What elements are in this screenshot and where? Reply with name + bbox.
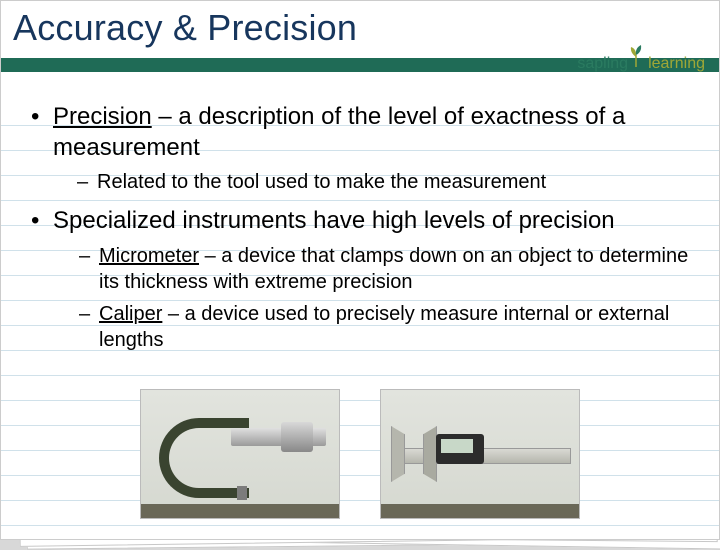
bullet-precision: Precision – a description of the level o… <box>31 101 705 195</box>
image-micrometer <box>140 389 340 519</box>
content-area: Precision – a description of the level o… <box>15 101 705 359</box>
sub-caliper: Caliper – a device used to precisely mea… <box>79 301 705 353</box>
brand-logo: sapling learning <box>577 43 705 73</box>
image-row <box>1 389 719 519</box>
term-caliper: Caliper <box>99 303 162 325</box>
sub-related-tool: Related to the tool used to make the mea… <box>77 169 705 195</box>
logo-word-sapling: sapling <box>577 55 628 73</box>
image-caliper <box>380 389 580 519</box>
image-credit <box>141 504 339 518</box>
term-micrometer: Micrometer <box>99 245 199 267</box>
bullet-specialized: Specialized instruments have high levels… <box>31 205 705 236</box>
term-precision: Precision <box>53 103 152 130</box>
sub-micrometer: Micrometer – a device that clamps down o… <box>79 243 705 295</box>
logo-word-learning: learning <box>648 55 705 73</box>
slide: Accuracy & Precision sapling learning Pr… <box>0 0 720 540</box>
text-caliper: – a device used to precisely measure int… <box>99 303 669 351</box>
leaf-icon <box>626 43 646 67</box>
slide-title: Accuracy & Precision <box>13 7 357 49</box>
image-credit <box>381 504 579 518</box>
